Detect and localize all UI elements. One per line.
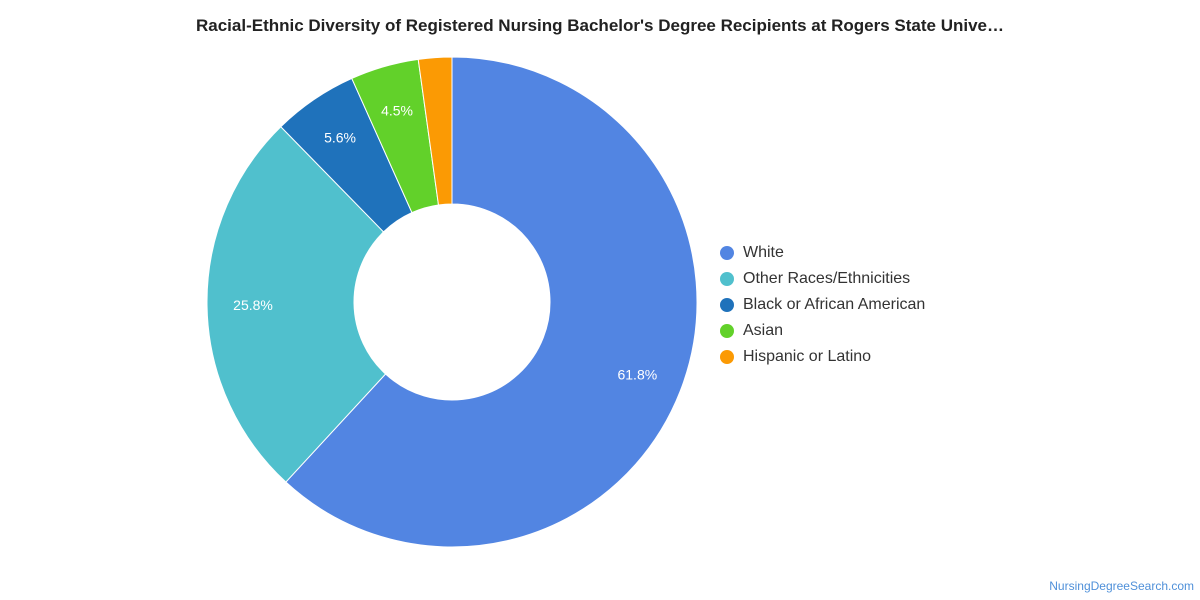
- legend-item[interactable]: Hispanic or Latino: [720, 344, 925, 370]
- data-label-white: 61.8%: [617, 366, 657, 382]
- legend-swatch: [720, 324, 734, 338]
- legend-label: Asian: [743, 322, 784, 339]
- legend-label: Other Races/Ethnicities: [743, 270, 911, 287]
- slice-hispanic-or-latino: [417, 56, 453, 206]
- legend-swatch: [720, 350, 734, 364]
- legend-item[interactable]: White: [720, 240, 925, 266]
- legend-item[interactable]: Asian: [720, 318, 925, 344]
- legend: White Other Races/Ethnicities Black or Afr…: [720, 240, 925, 370]
- legend-swatch: [720, 246, 734, 260]
- legend-item[interactable]: Other Races/Ethnicities: [720, 266, 925, 292]
- source-link[interactable]: NursingDegreeSearch.com: [1049, 579, 1194, 593]
- legend-label: White: [743, 244, 784, 261]
- legend-swatch: [720, 298, 734, 312]
- slice-white: [285, 56, 698, 548]
- data-label-black-or-african-american: 5.6%: [324, 129, 356, 145]
- data-label-other-races-ethnicities: 25.8%: [233, 297, 273, 313]
- slice-other-races-ethnicities: [206, 126, 387, 483]
- legend-label: Hispanic or Latino: [743, 348, 872, 365]
- data-label-asian: 4.5%: [381, 103, 413, 119]
- legend-item[interactable]: Black or African American: [720, 292, 925, 318]
- chart-title: Racial-Ethnic Diversity of Registered Nu…: [195, 16, 1004, 35]
- legend-swatch: [720, 272, 734, 286]
- legend-label: Black or African American: [743, 296, 926, 313]
